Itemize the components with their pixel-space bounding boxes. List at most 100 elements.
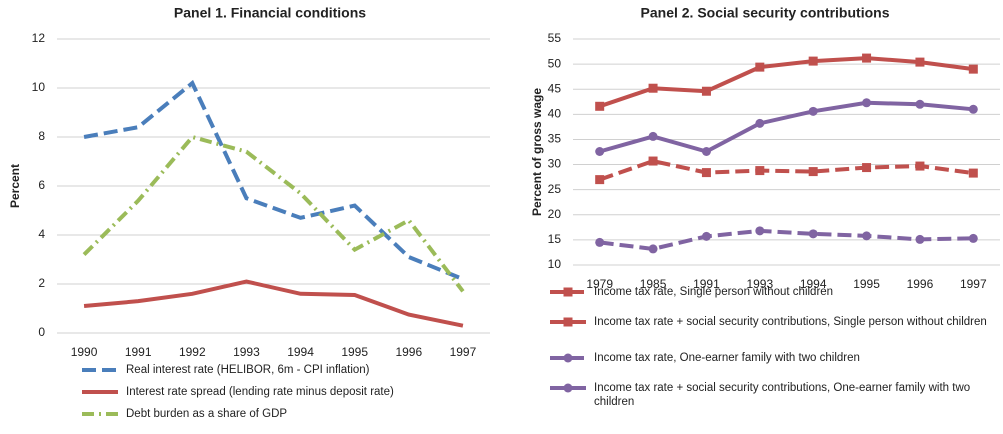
x-tick-label: 1979	[586, 277, 613, 291]
legend-item: Income tax rate, Single person without c…	[548, 285, 988, 299]
y-tick-label: 30	[548, 157, 562, 171]
x-tick-label: 1991	[693, 277, 720, 291]
legend-swatch	[82, 412, 118, 416]
marker	[701, 86, 711, 96]
marker	[968, 168, 978, 178]
legend-item: Income tax rate, One-earner family with …	[548, 351, 988, 365]
marker	[595, 146, 605, 156]
y-tick-label: 0	[38, 325, 45, 339]
x-tick-label: 1990	[71, 345, 98, 359]
legend-label: Income tax rate + social security contri…	[594, 382, 971, 408]
y-tick-label: 40	[548, 107, 562, 121]
chart-title: Panel 2. Social security contributions	[641, 5, 890, 21]
marker	[648, 244, 658, 254]
marker	[648, 156, 658, 166]
y-tick-label: 10	[548, 257, 562, 271]
marker	[755, 118, 765, 128]
x-tick-label: 1997	[960, 277, 987, 291]
series-line	[599, 100, 974, 154]
series-line	[599, 56, 974, 109]
x-tick-label: 1991	[125, 345, 152, 359]
marker	[862, 98, 872, 108]
marker	[808, 106, 818, 116]
legend-label: Income tax rate, One-earner family with …	[594, 352, 860, 364]
marker	[915, 99, 925, 109]
marker	[808, 167, 818, 177]
y-axis-label: Percent of gross wage	[530, 88, 544, 216]
series-line	[599, 228, 974, 251]
marker	[808, 229, 818, 239]
y-tick-label: 25	[548, 182, 562, 196]
x-tick-label: 1996	[907, 277, 934, 291]
y-tick-label: 12	[32, 31, 46, 45]
marker	[701, 146, 711, 156]
marker	[755, 226, 765, 236]
x-tick-label: 1993	[233, 345, 260, 359]
marker	[595, 101, 605, 111]
legend-label: Real interest rate (HELIBOR, 6m - CPI in…	[126, 364, 370, 376]
marker	[808, 56, 818, 66]
legend-marker	[563, 287, 573, 297]
x-tick-label: 1995	[341, 345, 368, 359]
legend-swatch	[82, 390, 118, 394]
marker	[648, 131, 658, 141]
legend-item: Income tax rate + social security contri…	[548, 381, 988, 409]
legend-label: Income tax rate + social security contri…	[594, 316, 987, 328]
marker	[968, 64, 978, 74]
legend-swatch	[550, 317, 586, 327]
y-tick-label: 10	[32, 80, 46, 94]
y-tick-label: 45	[548, 81, 562, 95]
legend-swatch	[550, 383, 586, 393]
y-tick-label: 20	[548, 207, 562, 221]
x-tick-label: 1997	[450, 345, 477, 359]
y-tick-label: 35	[548, 132, 562, 146]
y-axis-label: Percent	[8, 164, 22, 208]
marker	[968, 233, 978, 243]
legend-label: Interest rate spread (lending rate minus…	[126, 386, 394, 398]
series-line	[83, 279, 464, 328]
marker	[595, 237, 605, 247]
series-line	[599, 158, 974, 182]
marker	[755, 62, 765, 72]
x-tick-label: 1996	[395, 345, 422, 359]
legend-swatch	[82, 368, 118, 372]
marker	[648, 83, 658, 93]
legend-label: Income tax rate, Single person without c…	[594, 286, 834, 298]
legend-label: Debt burden as a share of GDP	[126, 408, 288, 420]
legend-marker	[563, 317, 573, 327]
x-tick-label: 1985	[640, 277, 667, 291]
chart-title: Panel 1. Financial conditions	[174, 5, 366, 21]
x-tick-label: 1992	[179, 345, 206, 359]
legend-item: Debt burden as a share of GDP	[80, 407, 480, 421]
series-line	[83, 79, 464, 281]
marker	[755, 166, 765, 176]
x-tick-label: 1994	[287, 345, 314, 359]
legend-marker	[563, 353, 573, 363]
legend-swatch	[550, 353, 586, 363]
legend-item: Interest rate spread (lending rate minus…	[80, 385, 480, 399]
marker	[915, 161, 925, 171]
marker	[915, 57, 925, 67]
y-tick-label: 6	[38, 178, 45, 192]
x-tick-label: 1994	[800, 277, 827, 291]
marker	[862, 231, 872, 241]
series-line	[82, 134, 465, 293]
legend-marker	[563, 383, 573, 393]
marker	[968, 104, 978, 114]
y-tick-label: 15	[548, 232, 562, 246]
legend-item: Real interest rate (HELIBOR, 6m - CPI in…	[80, 363, 480, 377]
marker	[862, 53, 872, 63]
y-tick-label: 2	[38, 276, 45, 290]
marker	[915, 234, 925, 244]
y-tick-label: 50	[548, 56, 562, 70]
marker	[595, 175, 605, 185]
marker	[701, 231, 711, 241]
x-tick-label: 1993	[746, 277, 773, 291]
y-tick-label: 55	[548, 31, 562, 45]
marker	[701, 168, 711, 178]
y-tick-label: 4	[38, 227, 45, 241]
y-tick-label: 8	[38, 129, 45, 143]
legend-item: Income tax rate + social security contri…	[548, 315, 988, 329]
